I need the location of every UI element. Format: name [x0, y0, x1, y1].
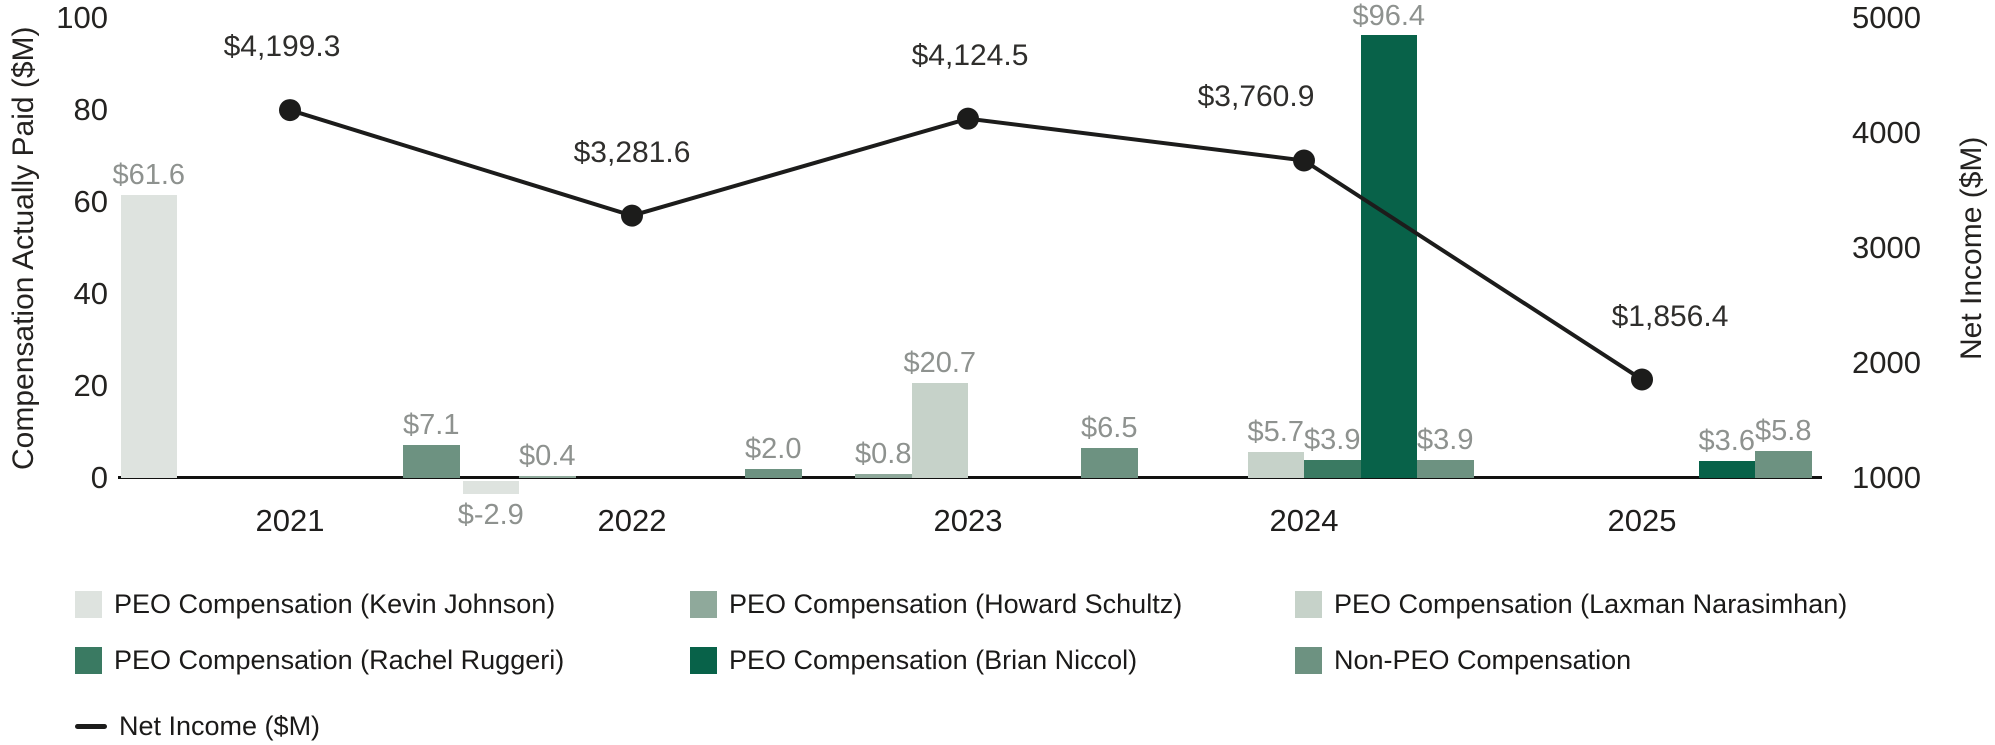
net-income-point-2021	[279, 99, 301, 122]
net-income-value-label: $3,760.9	[1197, 80, 1315, 114]
left-axis-tick-0: 0	[90, 460, 108, 495]
legend-item-net-income: Net Income ($M)	[75, 710, 320, 742]
legend-swatch-icon	[690, 646, 717, 674]
bar-value-label: $20.7	[903, 346, 977, 379]
right-axis-tick-4000: 4000	[1852, 115, 1921, 150]
legend-item-series5: Non-PEO Compensation	[1295, 644, 1631, 676]
net-income-value-label: $4,124.5	[911, 38, 1029, 72]
legend-item-series1: PEO Compensation (Howard Schultz)	[690, 588, 1182, 620]
net-income-value-label: $3,281.6	[573, 135, 691, 169]
bar-2024-series3	[1304, 460, 1361, 478]
x-axis-line	[118, 476, 1822, 479]
bar-value-label: $96.4	[1352, 0, 1426, 32]
legend-label: PEO Compensation (Kevin Johnson)	[114, 588, 556, 619]
bar-value-label: $7.1	[403, 409, 460, 442]
legend-label: PEO Compensation (Rachel Ruggeri)	[114, 644, 565, 675]
legend-item-series3: PEO Compensation (Rachel Ruggeri)	[75, 644, 564, 676]
bar-2024-series2	[1247, 451, 1304, 478]
bar-value-label: $6.5	[1081, 412, 1138, 445]
bar-value-label: $3.9	[1417, 424, 1474, 457]
legend-label: Net Income ($M)	[119, 710, 321, 741]
bar-2025-series4	[1698, 461, 1755, 478]
x-axis-label-2024: 2024	[1269, 503, 1339, 538]
legend-line-dash-icon	[75, 723, 107, 729]
left-axis-tick-20: 20	[73, 368, 108, 403]
bar-value-label: $5.8	[1755, 415, 1812, 448]
bar-2023-series2	[911, 382, 968, 478]
legend-swatch-icon	[1295, 590, 1322, 618]
left-axis-tick-60: 60	[73, 184, 108, 219]
legend-item-series0: PEO Compensation (Kevin Johnson)	[75, 588, 555, 620]
right-axis-tick-5000: 5000	[1852, 0, 1921, 35]
legend-swatch-icon	[1295, 646, 1322, 674]
left-axis-tick-40: 40	[73, 276, 108, 311]
net-income-point-2023	[957, 107, 979, 130]
bar-2022-series5	[745, 468, 802, 478]
legend-swatch-icon	[690, 590, 717, 618]
left-axis-tick-100: 100	[56, 0, 108, 35]
net-income-line	[289, 108, 1644, 382]
right-axis-tick-1000: 1000	[1852, 460, 1921, 495]
bar-value-label: $0.8	[855, 438, 912, 471]
legend-label: PEO Compensation (Brian Niccol)	[729, 644, 1138, 675]
net-income-value-label: $1,856.4	[1611, 299, 1729, 333]
legend-label: PEO Compensation (Howard Schultz)	[729, 588, 1183, 619]
x-axis-label-2022: 2022	[597, 503, 667, 538]
bar-2023-series5	[1081, 448, 1138, 478]
left-axis-tick-80: 80	[73, 92, 108, 127]
bar-value-label: $0.4	[519, 440, 576, 473]
bar-2021-series5	[403, 445, 460, 478]
legend-swatch-icon	[75, 590, 102, 618]
right-axis-title: Net Income ($M)	[1955, 136, 1988, 360]
left-axis-title: Compensation Actually Paid ($M)	[7, 26, 40, 470]
legend-item-series2: PEO Compensation (Laxman Narasimhan)	[1295, 588, 1847, 620]
bar-value-label: $2.0	[745, 432, 802, 465]
bar-2025-series5	[1755, 451, 1812, 478]
bar-2024-series4	[1360, 34, 1417, 478]
legend-item-series4: PEO Compensation (Brian Niccol)	[690, 644, 1137, 676]
net-income-point-2025	[1631, 368, 1653, 391]
bar-2023-series1	[855, 474, 912, 478]
net-income-point-2022	[621, 204, 643, 227]
bar-2022-series1	[519, 476, 576, 478]
legend-label: Non-PEO Compensation	[1334, 644, 1632, 675]
net-income-point-2024	[1293, 149, 1315, 172]
bar-2024-series5	[1417, 460, 1474, 478]
x-axis-label-2023: 2023	[933, 503, 1003, 538]
legend-label: PEO Compensation (Laxman Narasimhan)	[1334, 588, 1848, 619]
bar-value-label: $-2.9	[457, 499, 524, 532]
bar-2021-series0	[120, 194, 177, 478]
x-axis-label-2025: 2025	[1607, 503, 1677, 538]
bar-value-label: $61.6	[112, 158, 186, 191]
bar-value-label: $3.6	[1698, 425, 1755, 458]
legend-swatch-icon	[75, 646, 102, 674]
net-income-value-label: $4,199.3	[223, 30, 341, 64]
right-axis-tick-3000: 3000	[1852, 230, 1921, 265]
bar-value-label: $5.7	[1247, 415, 1304, 448]
bar-value-label: $3.9	[1304, 424, 1361, 457]
x-axis-label-2021: 2021	[255, 503, 325, 538]
right-axis-tick-2000: 2000	[1852, 345, 1921, 380]
bar-2022-series0	[462, 481, 519, 495]
